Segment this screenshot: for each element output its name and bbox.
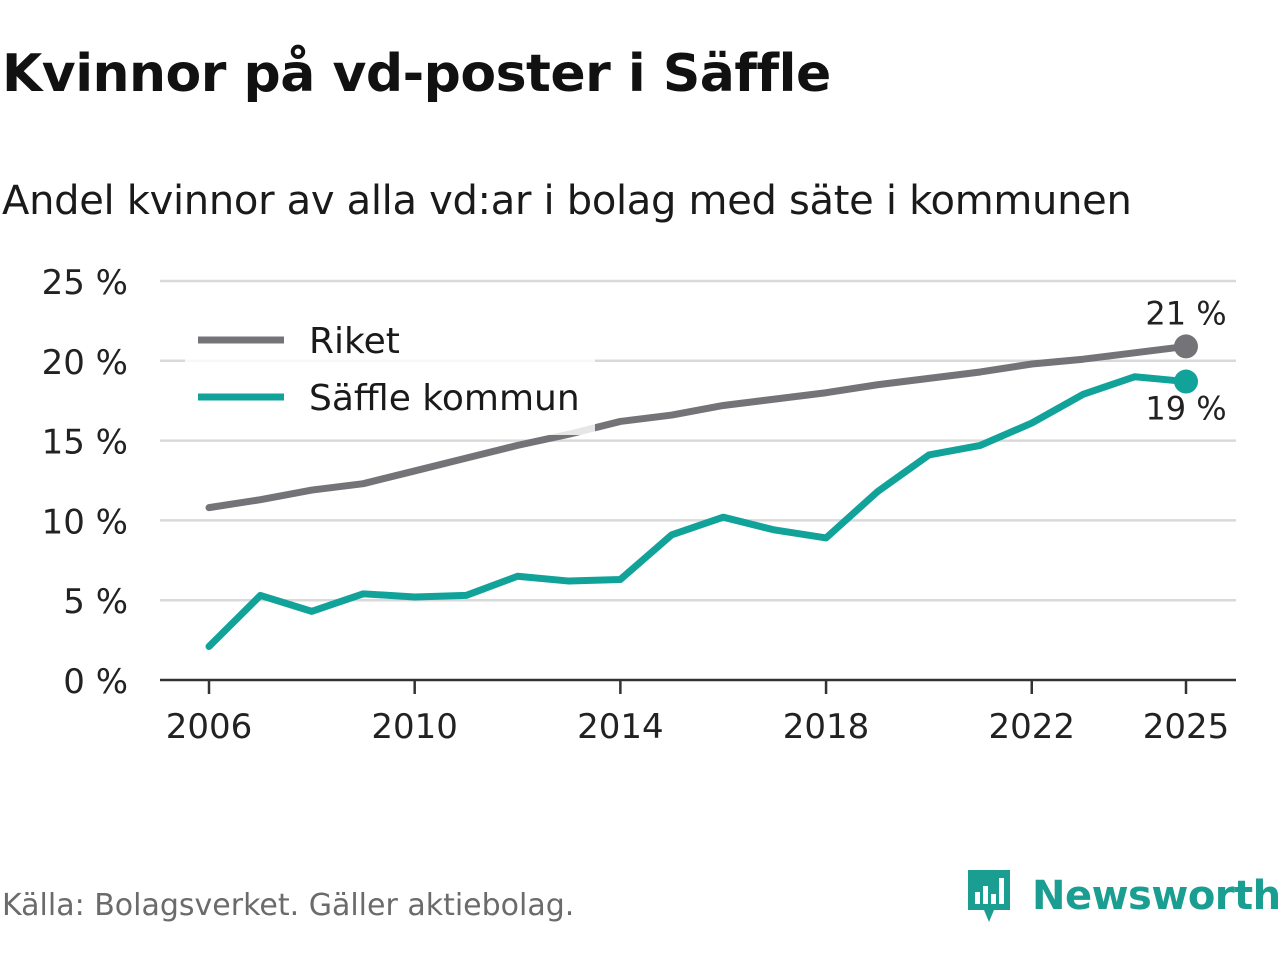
series-lines	[205, 334, 1198, 650]
legend-background	[185, 310, 595, 435]
chart-subtitle: Andel kvinnor av alla vd:ar i bolag med …	[2, 178, 1132, 224]
x-tick-label-2022: 2022	[988, 707, 1075, 747]
y-tick-label-20: 20 %	[42, 343, 128, 383]
y-axis-ticks: 0 % 5 % 10 % 15 % 20 % 25 %	[42, 263, 128, 702]
x-axis: 2006 2010 2014 2018 2022 2025	[160, 678, 1236, 747]
brand-name: Newsworthy	[1032, 873, 1280, 919]
y-tick-label-0: 0 %	[63, 662, 128, 702]
x-tick-label-2010: 2010	[371, 707, 458, 747]
series-line-riket	[205, 342, 1190, 512]
end-label-riket: 21 %	[1145, 294, 1226, 332]
y-tick-label-25: 25 %	[42, 263, 128, 303]
end-marker-saffle	[1174, 369, 1198, 394]
y-tick-label-15: 15 %	[42, 423, 128, 463]
y-tick-label-5: 5 %	[63, 582, 128, 622]
x-tick-label-2018: 2018	[783, 707, 870, 747]
brand-logo: Newsworthy	[964, 864, 1280, 928]
end-marker-riket	[1174, 334, 1198, 359]
chart-title: Kvinnor på vd-poster i Säffle	[2, 44, 831, 104]
y-tick-label-10: 10 %	[42, 502, 128, 542]
x-tick-label-2006: 2006	[166, 707, 253, 747]
end-labels: 21 % 19 %	[1145, 294, 1226, 427]
legend: Riket Säffle kommun	[185, 310, 595, 435]
newsworthy-logo-icon	[968, 870, 1010, 922]
x-tick-label-2014: 2014	[577, 707, 664, 747]
legend-label-saffle: Säffle kommun	[309, 378, 580, 419]
source-note: Källa: Bolagsverket. Gäller aktiebolag.	[2, 888, 575, 923]
legend-label-riket: Riket	[309, 321, 400, 362]
end-label-saffle: 19 %	[1145, 390, 1226, 428]
series-line-saffle	[205, 373, 1190, 650]
x-tick-label-2025: 2025	[1143, 707, 1230, 747]
